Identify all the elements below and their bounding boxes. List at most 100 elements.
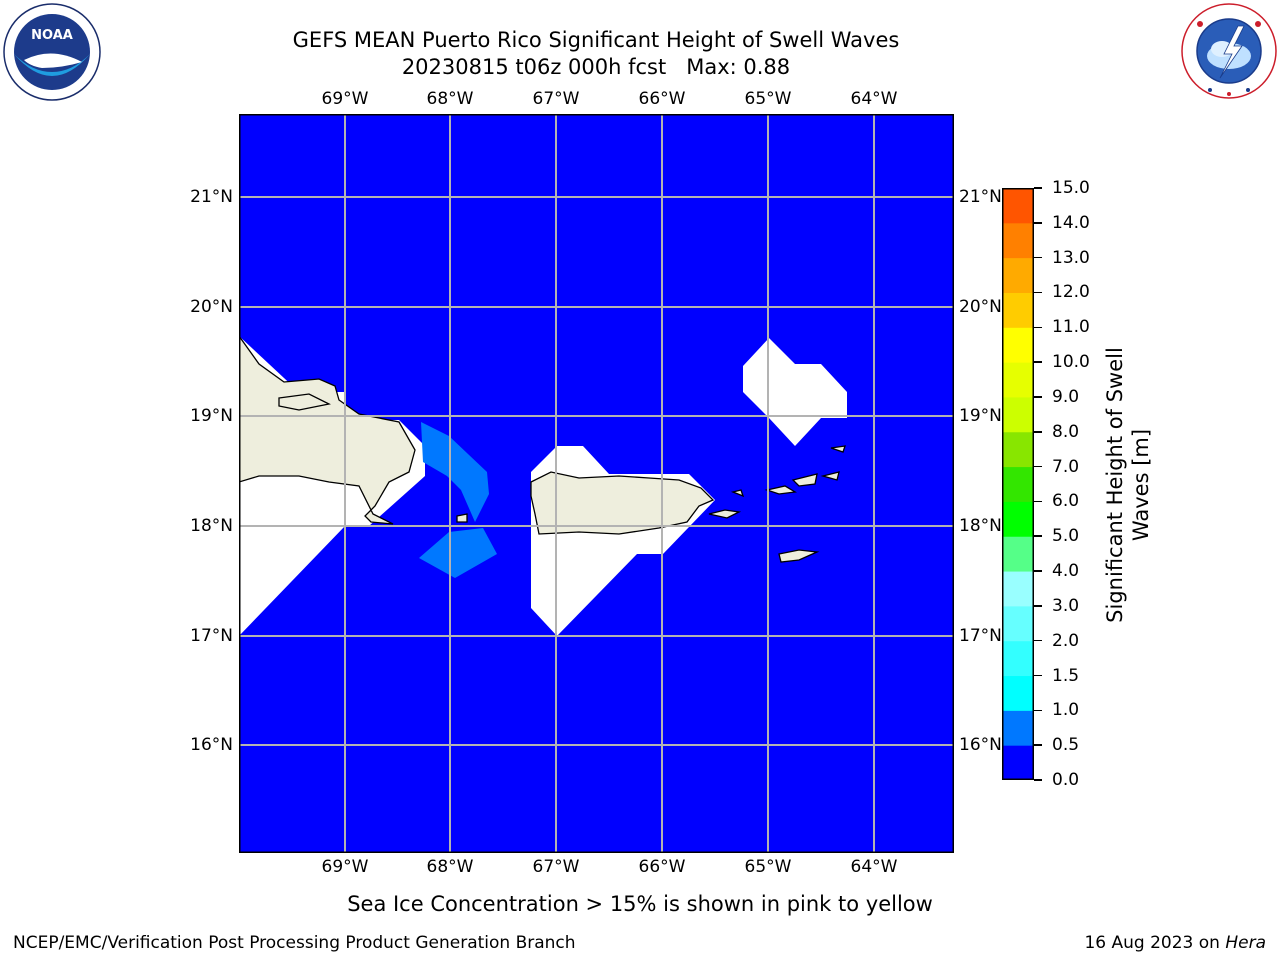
lat-label-left-21n: 21°N xyxy=(190,187,233,207)
colorbar-segment xyxy=(1002,222,1034,259)
colorbar-segment xyxy=(1002,640,1034,677)
lat-label-right-19n: 19°N xyxy=(959,406,1002,426)
colorbar-tick xyxy=(1034,500,1042,503)
land-vieques xyxy=(708,509,742,519)
swell-patches xyxy=(419,422,497,578)
colorbar-segment xyxy=(1002,362,1034,398)
colorbar-tick-label: 13.0 xyxy=(1052,247,1090,268)
land-virgin-islands-2 xyxy=(791,473,818,487)
footer-date-text: 16 Aug 2023 on xyxy=(1084,933,1220,953)
colorbar xyxy=(1002,188,1034,780)
colorbar-segment xyxy=(1002,257,1034,293)
land-puerto-rico xyxy=(530,471,715,535)
map-frame xyxy=(239,114,954,853)
colorbar-tick-label: 7.0 xyxy=(1052,456,1080,477)
colorbar-tick xyxy=(1034,291,1042,294)
colorbar-segment xyxy=(1002,745,1034,780)
colorbar-tick xyxy=(1034,535,1042,537)
colorbar-segment xyxy=(1002,605,1034,642)
land-culebra xyxy=(730,489,745,498)
lon-label-top-65w: 65°W xyxy=(744,89,792,109)
colorbar-tick xyxy=(1034,779,1042,781)
colorbar-tick xyxy=(1034,570,1042,572)
colorbar-tick-label: 8.0 xyxy=(1052,421,1080,442)
land-north-coast-islet xyxy=(278,393,331,411)
noaa-logo-text: NOAA xyxy=(31,28,73,43)
colorbar-tick xyxy=(1034,222,1042,224)
colorbar-segment xyxy=(1002,431,1034,468)
colorbar-tick-label: 5.0 xyxy=(1052,526,1080,547)
land-st-croix xyxy=(778,549,820,563)
colorbar-tick-label: 14.0 xyxy=(1052,212,1090,233)
colorbar-tick-label: 4.0 xyxy=(1052,561,1080,582)
land-virgin-islands-3 xyxy=(820,471,840,481)
colorbar-tick xyxy=(1034,639,1042,642)
nws-logo xyxy=(1180,2,1278,100)
sea-ice-caption: Sea Ice Concentration > 15% is shown in … xyxy=(347,892,933,916)
land-hispaniola xyxy=(239,334,416,525)
map-panel xyxy=(239,114,954,853)
colorbar-segment xyxy=(1002,327,1034,363)
lat-label-left-19n: 19°N xyxy=(190,406,233,426)
colorbar-segment xyxy=(1002,466,1034,502)
colorbar-tick-label: 6.0 xyxy=(1052,491,1080,512)
chart-title-line-1: GEFS MEAN Puerto Rico Significant Height… xyxy=(292,28,900,52)
colorbar-segment xyxy=(1002,571,1034,607)
colorbar-segment xyxy=(1002,536,1034,572)
colorbar-title: Significant Height of Swell Waves [m] xyxy=(1103,347,1153,623)
colorbar-tick-label: 3.0 xyxy=(1052,595,1080,616)
lat-label-left-18n: 18°N xyxy=(190,516,233,536)
land-masses xyxy=(239,334,846,563)
colorbar-segment xyxy=(1002,710,1034,746)
colorbar-tick-label: 11.0 xyxy=(1052,317,1090,338)
colorbar-tick-label: 1.5 xyxy=(1052,665,1080,686)
chart-title-line-2: 20230815 t06z 000h fcst Max: 0.88 xyxy=(401,55,791,79)
lon-label-top-67w: 67°W xyxy=(532,89,580,109)
colorbar-tick xyxy=(1034,326,1042,329)
footer-branch: NCEP/EMC/Verification Post Processing Pr… xyxy=(13,933,576,953)
colorbar-tick xyxy=(1034,256,1042,259)
gridlines xyxy=(239,114,954,853)
colorbar-tick xyxy=(1034,396,1042,398)
land-virgin-islands-1 xyxy=(764,485,797,495)
lat-label-left-16n: 16°N xyxy=(190,735,233,755)
lat-label-left-17n: 17°N xyxy=(190,626,233,646)
noaa-logo: NOAA xyxy=(2,2,102,102)
lon-label-bottom-66w: 66°W xyxy=(638,857,686,877)
colorbar-tick-label: 0.5 xyxy=(1052,735,1080,756)
colorbar-tick-label: 0.0 xyxy=(1052,770,1080,790)
colorbar-tick-label: 10.0 xyxy=(1052,352,1090,373)
lon-label-bottom-69w: 69°W xyxy=(321,857,369,877)
lon-label-top-69w: 69°W xyxy=(321,89,369,109)
swell-patch-mona-south xyxy=(419,528,497,578)
colorbar-segment xyxy=(1002,675,1034,711)
footer-date: 16 Aug 2023 on Hera xyxy=(1084,932,1266,954)
lat-label-right-20n: 20°N xyxy=(959,297,1002,317)
lat-label-right-21n: 21°N xyxy=(959,187,1002,207)
colorbar-tick-label: 9.0 xyxy=(1052,386,1080,407)
lon-label-bottom-65w: 65°W xyxy=(744,857,792,877)
colorbar-tick xyxy=(1034,605,1042,607)
colorbar-segment xyxy=(1002,292,1034,328)
lat-label-right-17n: 17°N xyxy=(959,626,1002,646)
colorbar-segment xyxy=(1002,501,1034,537)
colorbar-tick xyxy=(1034,674,1042,677)
lon-label-bottom-64w: 64°W xyxy=(850,857,898,877)
swell-patch-mona-north xyxy=(421,422,489,522)
footer-machine: Hera xyxy=(1225,933,1266,953)
colorbar-segment xyxy=(1002,188,1034,224)
land-anegada xyxy=(830,445,846,453)
colorbar-tick-label: 1.0 xyxy=(1052,700,1080,721)
colorbar-segment xyxy=(1002,396,1034,433)
colorbar-frame xyxy=(1002,188,1034,780)
colorbar-tick xyxy=(1034,187,1042,189)
colorbar-tick xyxy=(1034,709,1042,712)
colorbar-tick xyxy=(1034,465,1042,468)
colorbar-tick xyxy=(1034,361,1042,363)
lon-label-top-64w: 64°W xyxy=(850,89,898,109)
lon-label-top-66w: 66°W xyxy=(638,89,686,109)
lat-label-right-18n: 18°N xyxy=(959,516,1002,536)
colorbar-tick-label: 15.0 xyxy=(1052,178,1090,198)
lon-label-bottom-67w: 67°W xyxy=(532,857,580,877)
lat-label-right-16n: 16°N xyxy=(959,735,1002,755)
